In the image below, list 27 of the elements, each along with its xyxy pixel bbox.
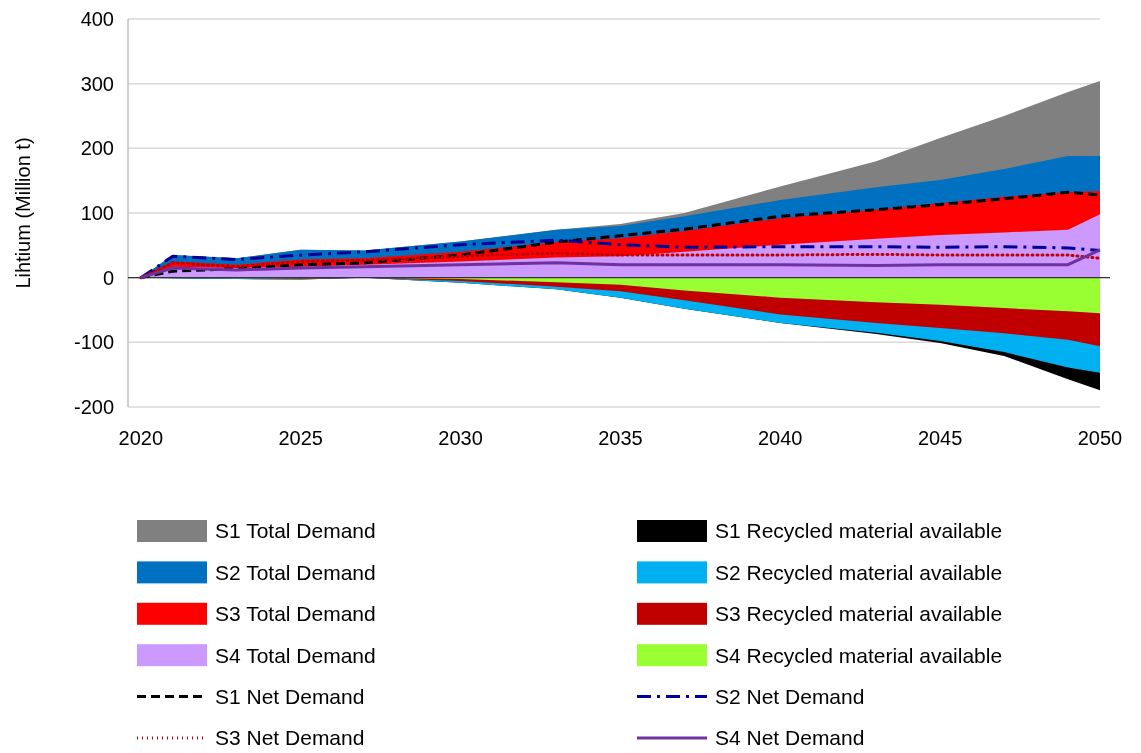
legend-label: S2 Recycled material available <box>715 560 1003 584</box>
legend-label: S3 Total Demand <box>215 602 376 626</box>
y-tick-label: 400 <box>80 8 114 30</box>
x-tick-label: 2035 <box>598 427 643 449</box>
y-axis-title: Lihtium (Million t) <box>12 137 34 289</box>
legend-label: S3 Net Demand <box>215 726 365 750</box>
legend-label: S1 Total Demand <box>215 519 376 543</box>
y-tick-label: 300 <box>80 72 114 95</box>
x-tick-label: 2040 <box>758 427 803 449</box>
legend-label: S2 Net Demand <box>715 684 865 708</box>
x-tick-label: 2045 <box>917 427 963 449</box>
y-tick-label: 100 <box>80 202 114 224</box>
legend-label: S1 Recycled material available <box>715 519 1003 543</box>
x-tick-label: 2025 <box>278 427 323 449</box>
y-tick-label: -100 <box>73 331 114 354</box>
y-tick-label: 200 <box>80 137 114 160</box>
x-tick-label: 2030 <box>438 427 483 449</box>
legend-label: S4 Net Demand <box>715 726 865 750</box>
legend-label: S1 Net Demand <box>215 684 365 708</box>
legend-label: S2 Total Demand <box>215 560 376 584</box>
y-tick-label: -200 <box>73 396 114 418</box>
legend-label: S3 Recycled material available <box>715 602 1003 626</box>
legend-label: S4 Recycled material available <box>715 643 1003 667</box>
x-tick-label: 2020 <box>118 427 164 449</box>
legend-label: S4 Total Demand <box>215 643 376 667</box>
x-tick-label: 2050 <box>1077 427 1123 449</box>
y-tick-label: 0 <box>102 266 114 289</box>
